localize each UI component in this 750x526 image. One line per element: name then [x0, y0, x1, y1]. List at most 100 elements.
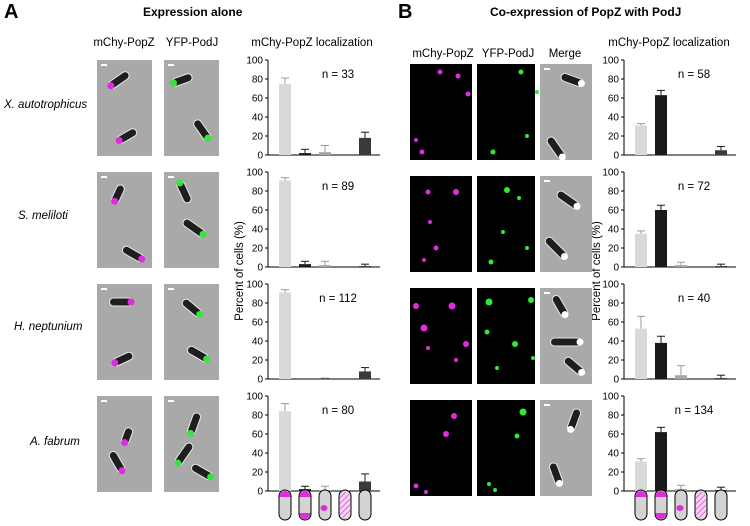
panel-a-col-mchy-popz: mChy-PopZ: [93, 37, 154, 49]
fluorescent-focus: [519, 408, 527, 416]
panel-a-chart-header: mChy-PopZ localization: [251, 37, 372, 49]
y-tick-label: 0: [613, 263, 619, 274]
bar: [359, 371, 371, 379]
cell: [182, 218, 207, 238]
y-tick-label: 40: [252, 337, 264, 348]
cell: [107, 71, 130, 90]
cell: [109, 297, 135, 307]
pole-focus: [655, 491, 667, 497]
localization-category-icon: [318, 489, 332, 521]
panel-b-col-yfp-podj: YFP-PodJ: [482, 48, 534, 60]
mchy-popz-image-b: [410, 400, 472, 496]
bar: [655, 95, 667, 155]
localization-category-icon: [298, 489, 312, 521]
panel-a-y-axis-label: Percent of cells (%): [234, 221, 246, 321]
fluorescent-focus: [560, 252, 568, 260]
merge-image-b: [540, 64, 592, 161]
yfp-podj-image-a: [164, 60, 219, 156]
y-tick-label: 0: [613, 487, 619, 498]
cell: [191, 463, 215, 481]
bar: [715, 266, 727, 267]
y-tick-label: 0: [257, 375, 263, 386]
yfp-podj-image-a: [164, 284, 219, 380]
panel-a-heading: Expression alone: [143, 5, 243, 19]
scale-bar: [101, 176, 107, 178]
cell-body: [109, 72, 129, 88]
panel-b-heading: Co-expression of PopZ with PodJ: [490, 5, 681, 19]
n-label: n = 134: [675, 405, 714, 417]
species-label: S. meliloti: [18, 210, 68, 222]
fluorescent-focus: [187, 429, 195, 437]
y-tick-label: 0: [257, 487, 263, 498]
scale-bar: [544, 68, 550, 70]
fluorescent-focus: [517, 196, 521, 200]
y-tick-label: 60: [608, 430, 620, 441]
cell-body: [175, 443, 193, 465]
scale-bar: [101, 64, 107, 66]
y-tick-label: 60: [608, 206, 620, 217]
fluorescence-image: [410, 176, 472, 272]
cell-outline: [714, 489, 728, 521]
fluorescent-focus: [512, 341, 518, 347]
scale-bar: [168, 176, 174, 178]
fluorescent-focus: [490, 149, 496, 155]
cell-outline: [674, 489, 688, 521]
y-tick-label: 80: [608, 299, 620, 310]
y-tick-label: 40: [608, 337, 620, 348]
fluorescent-focus: [487, 482, 491, 486]
localization-category-icon: [338, 489, 352, 521]
bar: [319, 152, 331, 155]
species-label: A. fabrum: [29, 436, 80, 448]
micrograph-tiles: [97, 60, 592, 496]
y-tick-label: 100: [246, 56, 263, 67]
n-label: n = 40: [678, 293, 710, 305]
cell-body: [545, 237, 567, 259]
y-tick-label: 100: [602, 56, 619, 67]
scale-bar: [544, 292, 550, 294]
fluorescent-focus: [525, 134, 529, 138]
fluorescent-focus: [426, 346, 430, 350]
fluorescent-focus: [115, 137, 123, 144]
yfp-podj-image-a: [164, 396, 219, 492]
bar: [715, 150, 727, 155]
cell-body: [567, 409, 581, 431]
cell-outline: [654, 489, 668, 521]
panel-b-y-axis-label: Percent of cells (%): [591, 221, 603, 321]
scale-bar: [168, 400, 174, 402]
cell-body: [564, 357, 584, 375]
y-tick-label: 100: [246, 280, 263, 291]
species-label: H. neptunium: [14, 321, 83, 333]
fluorescent-focus: [514, 433, 520, 439]
localization-category-icon: [278, 489, 292, 521]
cell: [174, 442, 194, 467]
bar: [635, 461, 647, 491]
cell: [181, 298, 204, 318]
cell: [120, 427, 134, 447]
y-tick-label: 80: [608, 411, 620, 422]
fluorescent-focus: [501, 230, 505, 234]
fluorescent-focus: [203, 355, 211, 363]
cell: [111, 351, 134, 367]
scale-bar: [168, 64, 174, 66]
panel-b-col-merge: Merge: [549, 48, 582, 60]
fluorescent-focus: [420, 324, 428, 332]
merge-image-b: [540, 288, 592, 384]
cell: [108, 451, 126, 475]
fluorescent-focus: [111, 197, 119, 205]
cell-body: [177, 181, 191, 203]
cell-body: [549, 463, 563, 485]
n-label: n = 80: [322, 405, 354, 417]
phase-contrast-image: [540, 288, 592, 384]
panel-b-letter: B: [398, 1, 412, 23]
mchy-popz-image-a: [97, 396, 152, 492]
fluorescent-focus: [451, 413, 457, 419]
y-tick-label: 20: [252, 468, 264, 479]
fluorescent-focus: [518, 69, 524, 75]
y-tick-label: 40: [252, 449, 264, 460]
cell: [122, 245, 146, 263]
bar: [635, 328, 647, 379]
fluorescent-focus: [578, 368, 586, 376]
n-label: n = 33: [322, 69, 354, 81]
y-tick-label: 80: [252, 75, 264, 86]
